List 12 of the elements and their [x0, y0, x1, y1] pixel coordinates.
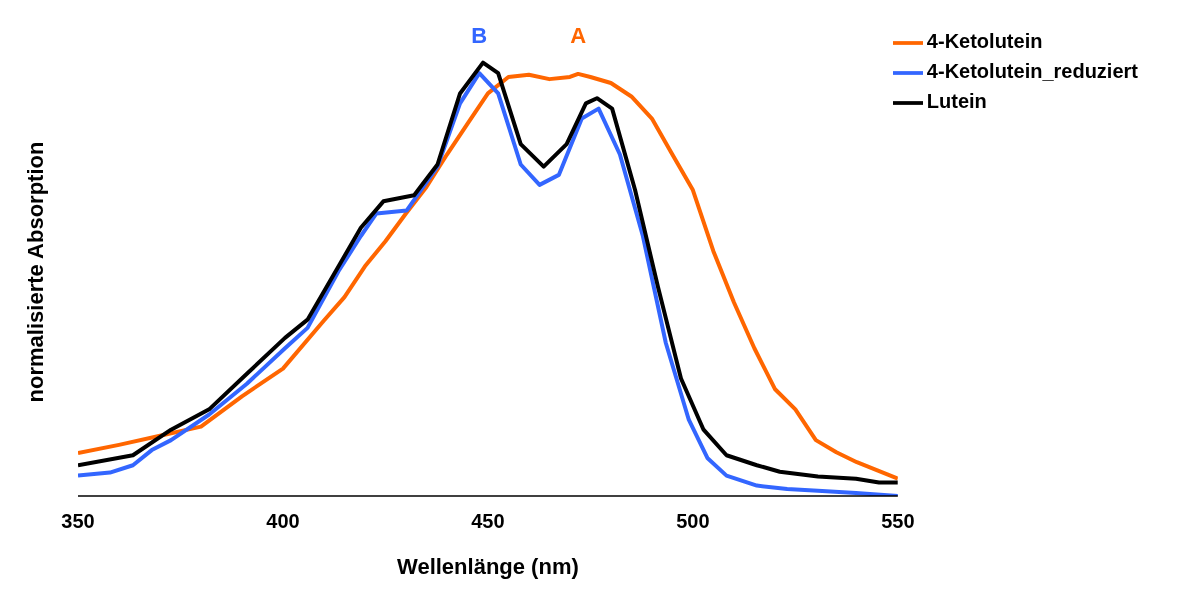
legend-label: 4-Ketolutein	[926, 30, 1043, 53]
y-axis-title: normalisierte Absorption	[23, 141, 48, 403]
x-tick-label: 500	[676, 510, 710, 533]
x-tick-label: 450	[471, 510, 505, 533]
legend-label: 4-Ketolutein_reduziert	[926, 60, 1138, 83]
legend-label: Lutein	[926, 90, 987, 113]
x-tick-label: 400	[266, 510, 300, 533]
x-tick-label: 350	[61, 510, 95, 533]
text: B	[471, 22, 488, 48]
text: A	[570, 22, 587, 48]
x-tick-label: 550	[881, 510, 915, 533]
x-axis-title: Wellenlänge (nm)	[397, 554, 579, 579]
